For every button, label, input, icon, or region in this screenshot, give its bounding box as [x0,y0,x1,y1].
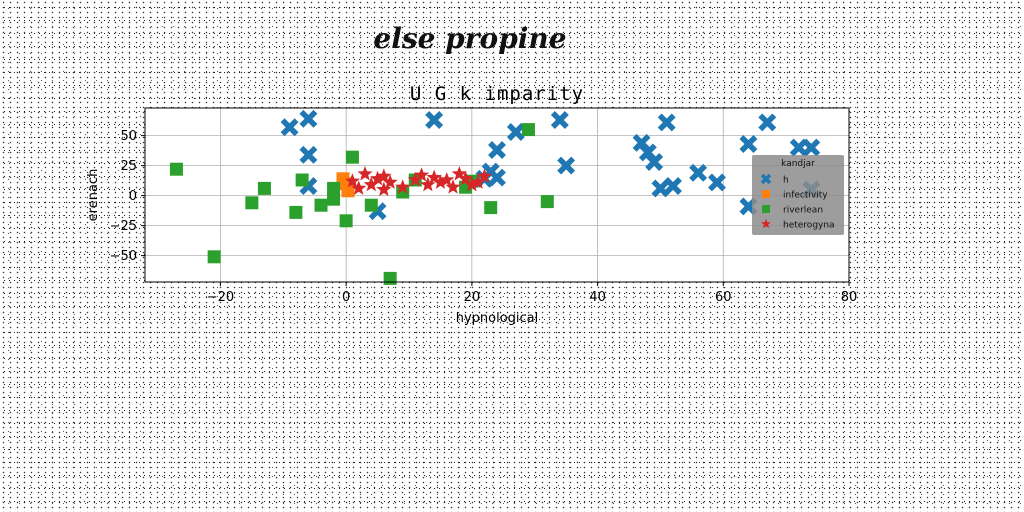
legend-box [752,155,844,235]
x-tick-label: 40 [589,290,606,305]
point-heterogyna [464,176,480,192]
point-h [657,113,676,132]
x-tick-label: 20 [464,290,481,305]
point-riverlean [245,196,259,210]
figure-suptitle: else propine [373,22,567,55]
point-h [280,118,299,137]
point-riverlean [295,173,309,187]
point-heterogyna [476,168,493,183]
legend-title: kandjar [781,159,815,169]
point-riverlean [540,195,554,209]
point-heterogyna [351,180,367,195]
point-riverlean [345,150,359,164]
y-axis-label: erenach [86,169,101,222]
point-h [488,168,506,187]
point-heterogyna [407,172,423,187]
y-tick-label: 50 [120,129,137,144]
point-riverlean [207,250,221,264]
point-h [488,141,506,159]
point-heterogyna [363,176,379,192]
point-heterogyna [432,174,449,189]
point-heterogyna [470,174,486,189]
legend-label-infectivity: infectivity [783,191,828,201]
point-heterogyna [357,166,373,181]
point-h [708,173,726,192]
point-infectivity [341,184,355,198]
point-heterogyna [457,170,474,186]
point-heterogyna [451,166,467,181]
point-h [802,138,821,157]
point-h [506,123,525,141]
point-riverlean [169,162,183,176]
chart-title: U G k imparity [410,83,584,105]
point-h [645,153,664,171]
point-heterogyna [369,170,386,186]
x-tick-label: 60 [715,290,732,305]
point-riverlean [484,201,498,215]
point-riverlean [521,123,535,137]
point-heterogyna [445,179,461,194]
x-tick-label: 0 [342,290,350,305]
point-heterogyna [382,174,398,189]
x-axis-label: hypnological [456,311,539,326]
point-heterogyna [376,168,392,183]
point-riverlean [327,192,341,206]
point-heterogyna [376,181,392,197]
x-tick-label: −20 [207,290,234,305]
legend-label-h: h [783,176,789,186]
legend-marker-h [760,173,772,185]
point-h [550,111,569,129]
point-h [557,156,576,175]
point-heterogyna [439,172,455,187]
point-h [689,163,708,182]
point-heterogyna [420,176,436,192]
y-tick-label: −50 [110,249,137,264]
y-tick-label: 25 [120,159,137,174]
point-riverlean [339,214,353,228]
y-tick-label: −25 [110,219,137,234]
x-tick-label: 80 [841,290,858,305]
point-h [664,177,682,195]
point-h [299,145,318,164]
point-riverlean [327,181,341,195]
legend-label-riverlean: riverlean [783,206,823,216]
point-heterogyna [413,167,430,182]
point-riverlean [314,198,328,212]
point-h [739,135,758,153]
point-h [758,113,777,132]
point-riverlean [364,198,378,212]
plot-area [145,108,849,282]
legend-label-heterogyna: heterogyna [783,221,835,231]
point-riverlean [289,205,303,219]
point-heterogyna [395,179,411,194]
legend-marker-heterogyna [761,218,771,229]
point-riverlean [257,181,271,195]
point-heterogyna [426,169,442,185]
point-h [651,179,670,198]
point-heterogyna [344,173,361,188]
legend-marker-infectivity [762,190,770,198]
point-h [299,109,318,128]
legend-marker-riverlean [762,205,770,213]
point-riverlean [383,271,397,285]
point-h [425,111,444,129]
y-tick-label: 0 [129,189,137,204]
axes-frame [144,107,850,283]
